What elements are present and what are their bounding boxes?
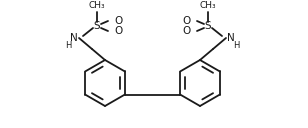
Text: H: H — [66, 40, 72, 50]
Text: CH₃: CH₃ — [89, 2, 105, 10]
Text: S: S — [94, 21, 100, 31]
Text: N: N — [227, 33, 235, 43]
Text: S: S — [205, 21, 211, 31]
Text: O: O — [183, 16, 191, 26]
Text: O: O — [114, 16, 122, 26]
Text: O: O — [114, 26, 122, 36]
Text: CH₃: CH₃ — [200, 2, 216, 10]
Text: O: O — [183, 26, 191, 36]
Text: H: H — [233, 40, 239, 50]
Text: N: N — [70, 33, 78, 43]
